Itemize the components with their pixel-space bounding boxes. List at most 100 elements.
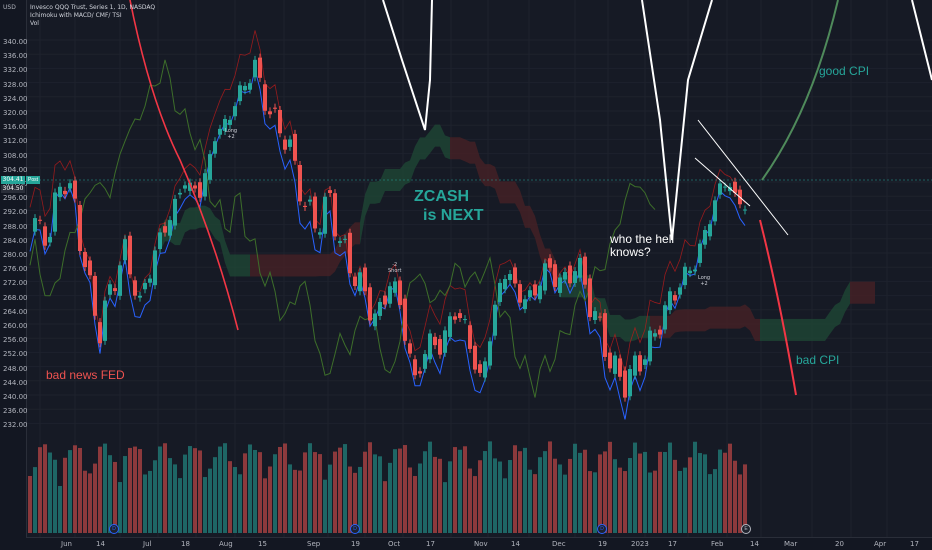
ichimoku-cloud-segment [815, 318, 820, 341]
time-tick-label: Jul [143, 540, 152, 548]
volume-bar [583, 449, 587, 533]
ichimoku-cloud-segment [355, 222, 360, 245]
ichimoku-cloud-segment [505, 181, 510, 204]
volume-bar [578, 452, 582, 533]
volume-bar [283, 443, 287, 533]
ichimoku-cloud-segment [450, 137, 455, 160]
volume-bar [593, 472, 597, 533]
signal-short-value: -2 [392, 262, 398, 268]
volume-bar [673, 459, 677, 533]
annotation-bad-news-fed[interactable]: bad news FED [46, 368, 125, 382]
volume-bar [468, 468, 472, 533]
volume-bar [228, 461, 232, 533]
volume-bar [48, 452, 52, 533]
annotation-bad-cpi[interactable]: bad CPI [796, 353, 840, 367]
annotation-zcash[interactable]: ZCASH [414, 188, 470, 205]
annotation-is-next[interactable]: is NEXT [423, 207, 484, 224]
candle-body [508, 274, 512, 281]
candle-body [603, 313, 607, 357]
ichimoku-cloud-segment [840, 290, 845, 325]
candle-body [558, 277, 562, 293]
ichimoku-cloud-segment [515, 181, 520, 213]
price-tick-label: 272.00 [3, 279, 28, 288]
dividend-icon[interactable]: D [597, 524, 607, 534]
chart-legend[interactable]: Invesco QQQ Trust, Series 1, 1D, NASDAQ … [30, 4, 155, 28]
volume-bar [643, 451, 647, 533]
candle-body [583, 256, 587, 285]
volume-bar [178, 478, 182, 533]
volume-bar [183, 454, 187, 533]
candle-body [83, 251, 87, 268]
candle-body [408, 343, 412, 354]
price-tick-label: 308.00 [3, 151, 28, 160]
volume-bar [223, 443, 227, 533]
candle-body [103, 300, 107, 341]
ichimoku-cloud-segment [480, 157, 485, 187]
legend-indicators[interactable]: Ichimoku with MACD/ CMF/ TSI [30, 12, 122, 19]
ichimoku-cloud-segment [620, 314, 625, 342]
signal-long-label-2: Long [698, 275, 711, 281]
dividend-icon[interactable]: D [109, 524, 119, 534]
candle-body [318, 232, 322, 235]
annotation-who-knows-line1[interactable]: who the hell [610, 232, 675, 246]
candle-body [323, 196, 327, 234]
volume-bar [538, 457, 542, 533]
time-tick-label: Dec [552, 540, 566, 548]
ichimoku-cloud-segment [270, 254, 275, 277]
volume-bar [698, 453, 702, 533]
volume-bar [363, 451, 367, 533]
volume-bar [738, 474, 742, 533]
price-tick-label: 236.00 [3, 407, 28, 416]
price-tick-label: 244.00 [3, 378, 28, 387]
time-axis[interactable]: Jun 14 Jul 18 Aug 15 Sep 19 Oct 17 Nov 14 Dec 19 2023 1… [26, 537, 932, 550]
ichimoku-cloud-segment [375, 180, 380, 204]
volume-bar [258, 452, 262, 533]
candle-body [338, 241, 342, 243]
earnings-icon[interactable]: E [741, 524, 751, 534]
volume-bar [693, 441, 697, 533]
candle-body [533, 284, 537, 296]
volume-bar [743, 464, 747, 533]
price-tick-label: 340.00 [3, 38, 28, 46]
ichimoku-cloud-segment [440, 124, 445, 158]
volume-bar [233, 467, 237, 533]
price-axis[interactable]: USD 340.00 336.00 332.00 328.00 324.00 320.00… [0, 0, 28, 550]
candle-body [363, 267, 367, 292]
ichimoku-cloud-segment [720, 306, 725, 329]
volume-bar [148, 470, 152, 533]
signal-long-label: Long [225, 128, 238, 134]
volume-bar [278, 446, 282, 533]
candle-body [138, 295, 142, 298]
volume-bar [338, 447, 342, 533]
legend-volume[interactable]: Vol [30, 20, 39, 27]
ichimoku-cloud-segment [765, 318, 770, 341]
price-tick-label: 300.00 [3, 180, 28, 188]
candle-body [518, 284, 522, 303]
candle-body [213, 141, 217, 154]
volume-bar [73, 445, 77, 533]
legend-symbol[interactable]: Invesco QQQ Trust, Series 1, 1D, NASDAQ [30, 4, 156, 11]
ichimoku-cloud-segment [410, 146, 415, 183]
volume-bar [378, 456, 382, 533]
candle-body [233, 106, 237, 117]
ichimoku-cloud-segment [630, 318, 635, 342]
annotation-who-knows-line2[interactable]: knows? [610, 245, 651, 259]
volume-bar [608, 441, 612, 533]
volume-bar [288, 464, 292, 533]
candle-body [313, 196, 317, 229]
volume-bar [463, 446, 467, 533]
price-tick-label: 296.00 [3, 194, 28, 203]
annotation-good-cpi[interactable]: good CPI [819, 64, 870, 78]
dividend-icon[interactable]: D [350, 524, 360, 534]
volume-bar [218, 446, 222, 533]
candle-body [113, 288, 117, 292]
volume-bar [678, 470, 682, 533]
kijun-line [29, 30, 746, 373]
candle-body [498, 282, 502, 303]
candle-body [353, 276, 357, 287]
ichimoku-cloud-segment [680, 309, 685, 332]
volume-bar [493, 458, 497, 533]
ichimoku-cloud-segment [215, 216, 220, 243]
